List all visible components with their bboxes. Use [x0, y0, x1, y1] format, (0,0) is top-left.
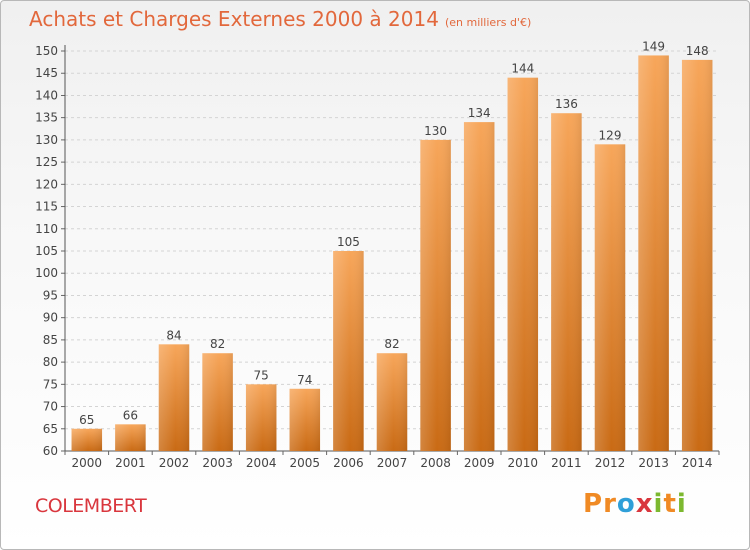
x-tick-label: 2012: [595, 456, 626, 470]
bars: [71, 55, 713, 452]
y-tick-label: 130: [35, 133, 58, 147]
logo-letter: r: [603, 489, 617, 519]
x-tick-label: 2005: [290, 456, 321, 470]
logo-letter: P: [583, 489, 604, 519]
logo-letter: o: [616, 489, 636, 519]
data-labels: 65 66 84 82 75 74 105 82 130 134 144 136 129 149 148: [79, 39, 708, 426]
x-tick-labels: 2000 2001 2002 2003 2004 2005 2006 2007 2008 2009…: [72, 456, 713, 470]
bar-shade: [594, 144, 626, 452]
y-tick-labels: 60 65 70 75 80 85 90 95 100 105 110 115 120 125 130 135…: [35, 44, 58, 458]
data-label: 84: [166, 328, 181, 342]
y-tick-label: 150: [35, 44, 58, 58]
data-label: 129: [599, 128, 622, 142]
y-tick-label: 105: [35, 244, 58, 258]
bar-shade: [158, 344, 190, 451]
x-tick-label: 2010: [508, 456, 539, 470]
data-label: 144: [511, 62, 534, 76]
x-tick-label: 2008: [420, 456, 451, 470]
x-tick-label: 2006: [333, 456, 364, 470]
y-tick-label: 70: [43, 400, 58, 414]
bar-shade: [420, 139, 451, 451]
x-tick-label: 2004: [246, 456, 277, 470]
y-tick-label: 145: [35, 66, 58, 80]
chart-subtitle: (en milliers d'€): [444, 16, 532, 29]
x-tick-label: 2001: [115, 456, 146, 470]
y-tick-label: 85: [43, 333, 58, 347]
y-tick-label: 80: [43, 355, 58, 369]
bar-shade: [551, 113, 582, 451]
logo-letter: i: [676, 489, 687, 519]
data-label: 66: [123, 408, 138, 422]
bar-shade: [376, 353, 408, 451]
y-tick-label: 125: [35, 155, 58, 169]
y-tick-label: 115: [35, 200, 58, 214]
data-label: 82: [210, 337, 225, 351]
bar-shade: [245, 384, 277, 451]
x-tick-label: 2014: [682, 456, 713, 470]
title-text: Achats et Charges Externes 2000 à 2014: [29, 7, 439, 31]
bar-shade: [507, 77, 539, 452]
x-tick-label: 2007: [377, 456, 408, 470]
data-label: 134: [468, 106, 491, 120]
data-label: 105: [337, 235, 360, 249]
logo-letter: x: [635, 489, 654, 519]
data-label: 65: [79, 413, 94, 427]
x-tick-label: 2003: [202, 456, 233, 470]
bar-shade: [202, 353, 233, 451]
data-label: 82: [384, 337, 399, 351]
y-tick-label: 95: [43, 288, 58, 302]
data-label: 74: [297, 373, 312, 387]
bar-shade: [638, 55, 669, 451]
logo-letter: i: [653, 489, 664, 519]
bar-shade: [115, 424, 146, 451]
y-tick-label: 120: [35, 177, 58, 191]
x-tick-label: 2013: [638, 456, 669, 470]
bar-shade: [681, 59, 713, 452]
y-tick-label: 100: [35, 266, 58, 280]
data-label: 75: [254, 368, 269, 382]
y-tick-label: 65: [43, 422, 58, 436]
bar-shade: [463, 122, 495, 451]
data-label: 149: [642, 39, 665, 53]
data-label: 148: [686, 44, 709, 58]
bar-shade: [71, 428, 103, 451]
bar-shade: [333, 251, 364, 451]
x-tick-label: 2002: [159, 456, 190, 470]
commune-name: COLEMBERT: [35, 495, 147, 517]
y-tick-label: 110: [35, 222, 58, 236]
y-tick-label: 60: [43, 444, 58, 458]
y-tick-label: 135: [35, 111, 58, 125]
y-tick-label: 75: [43, 377, 58, 391]
data-label: 136: [555, 97, 578, 111]
chart-title: Achats et Charges Externes 2000 à 2014 (e…: [29, 7, 531, 31]
x-tick-label: 2011: [551, 456, 582, 470]
bar-shade: [289, 388, 321, 451]
x-tick-label: 2009: [464, 456, 495, 470]
y-tick-label: 140: [35, 88, 58, 102]
y-tick-label: 90: [43, 311, 58, 325]
x-tick-label: 2000: [72, 456, 103, 470]
proxiti-logo[interactable]: Proxiti: [583, 489, 687, 519]
logo-letter: t: [663, 489, 677, 519]
data-label: 130: [424, 124, 447, 138]
